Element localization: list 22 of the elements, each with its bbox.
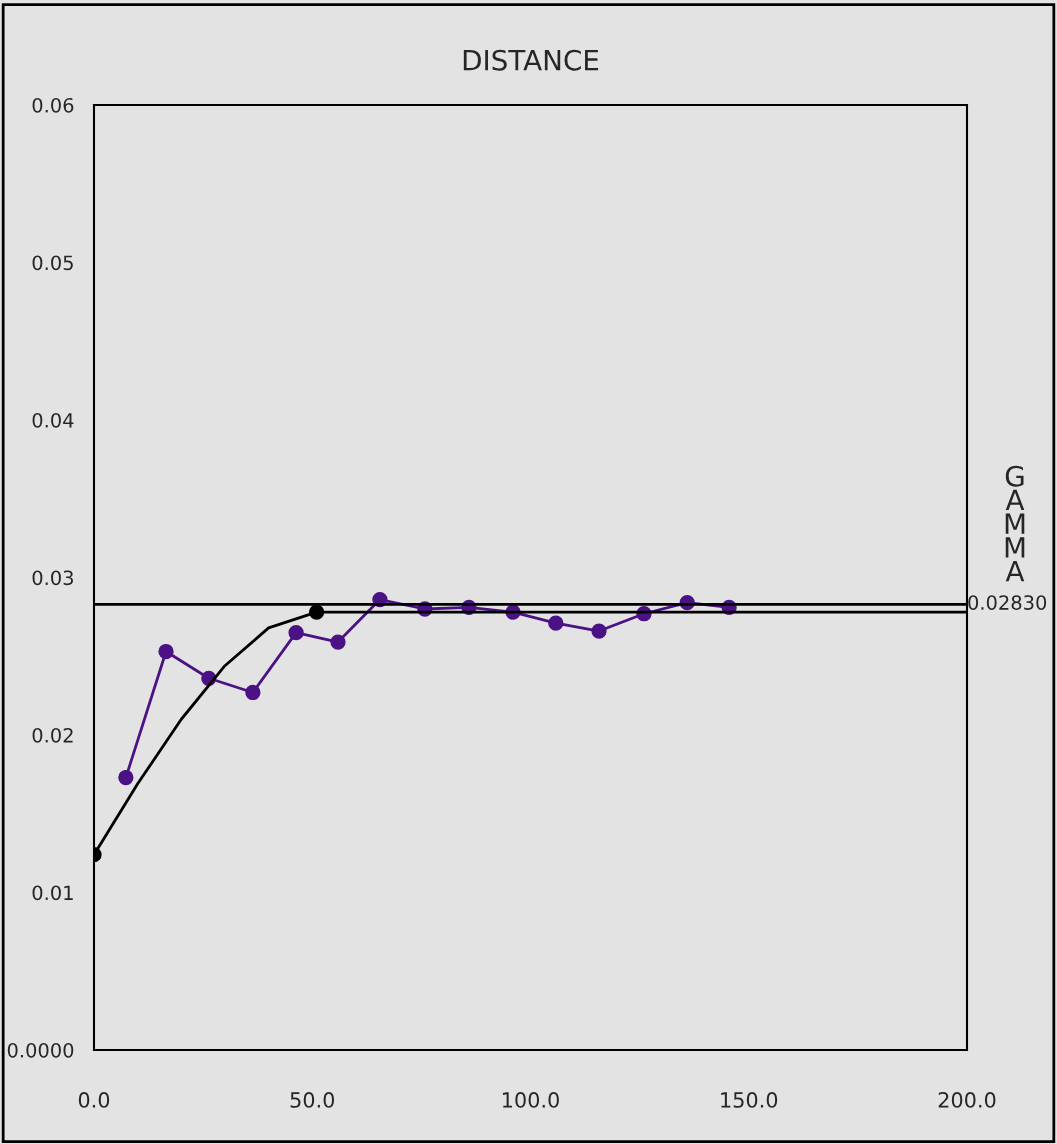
chart-title: DISTANCE	[463, 49, 599, 71]
x-tick-label: 50.0	[290, 1092, 335, 1108]
point	[118, 769, 134, 786]
y-tick-label: 0.05	[32, 255, 73, 271]
y-tick-label: 0.04	[32, 412, 74, 428]
point	[330, 634, 346, 650]
y-tick-label: 0.06	[32, 97, 74, 113]
point	[245, 684, 261, 701]
ref-line-label: 0.02830	[968, 595, 1047, 610]
point	[158, 643, 174, 660]
y-tick-label: 0.0000	[7, 1042, 74, 1058]
point	[288, 624, 304, 641]
point	[591, 623, 607, 639]
x-tick-label: 150.0	[721, 1092, 778, 1108]
x-tick-label: 100.0	[502, 1092, 559, 1108]
y-tick-label: 0.03	[32, 570, 73, 586]
x-tick-label: 0.0	[78, 1092, 110, 1108]
y-tick-label: 0.02	[32, 727, 73, 743]
point	[548, 615, 564, 631]
x-tick-label: 200.0	[938, 1092, 996, 1108]
y-tick-label: 0.01	[32, 885, 73, 901]
y-axis-title: GAMMA	[1005, 465, 1025, 582]
